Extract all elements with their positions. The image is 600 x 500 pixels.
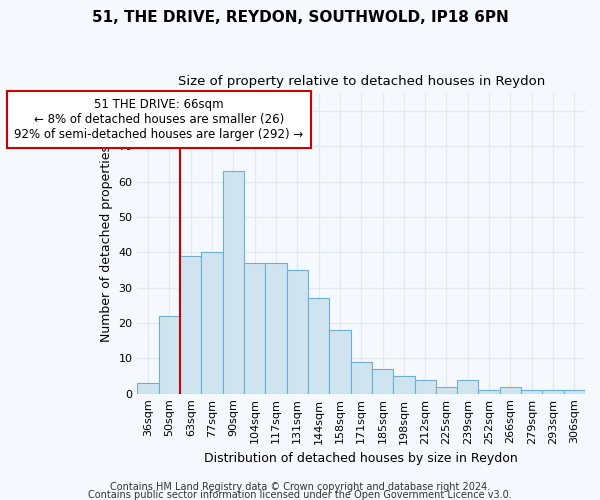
- Bar: [202, 252, 223, 394]
- Bar: [521, 390, 542, 394]
- Bar: [436, 386, 457, 394]
- Bar: [457, 380, 478, 394]
- Bar: [308, 298, 329, 394]
- Y-axis label: Number of detached properties: Number of detached properties: [100, 145, 113, 342]
- Bar: [287, 270, 308, 394]
- Bar: [542, 390, 563, 394]
- Bar: [415, 380, 436, 394]
- Bar: [350, 362, 372, 394]
- Bar: [372, 369, 393, 394]
- Bar: [180, 256, 202, 394]
- Text: 51 THE DRIVE: 66sqm
← 8% of detached houses are smaller (26)
92% of semi-detache: 51 THE DRIVE: 66sqm ← 8% of detached hou…: [14, 98, 304, 142]
- Text: Contains HM Land Registry data © Crown copyright and database right 2024.: Contains HM Land Registry data © Crown c…: [110, 482, 490, 492]
- Bar: [223, 171, 244, 394]
- Bar: [265, 263, 287, 394]
- Bar: [478, 390, 500, 394]
- Bar: [159, 316, 180, 394]
- Bar: [137, 383, 159, 394]
- Text: Contains public sector information licensed under the Open Government Licence v3: Contains public sector information licen…: [88, 490, 512, 500]
- Bar: [329, 330, 350, 394]
- X-axis label: Distribution of detached houses by size in Reydon: Distribution of detached houses by size …: [205, 452, 518, 465]
- Title: Size of property relative to detached houses in Reydon: Size of property relative to detached ho…: [178, 75, 545, 88]
- Bar: [244, 263, 265, 394]
- Bar: [563, 390, 585, 394]
- Bar: [393, 376, 415, 394]
- Text: 51, THE DRIVE, REYDON, SOUTHWOLD, IP18 6PN: 51, THE DRIVE, REYDON, SOUTHWOLD, IP18 6…: [92, 10, 508, 25]
- Bar: [500, 386, 521, 394]
